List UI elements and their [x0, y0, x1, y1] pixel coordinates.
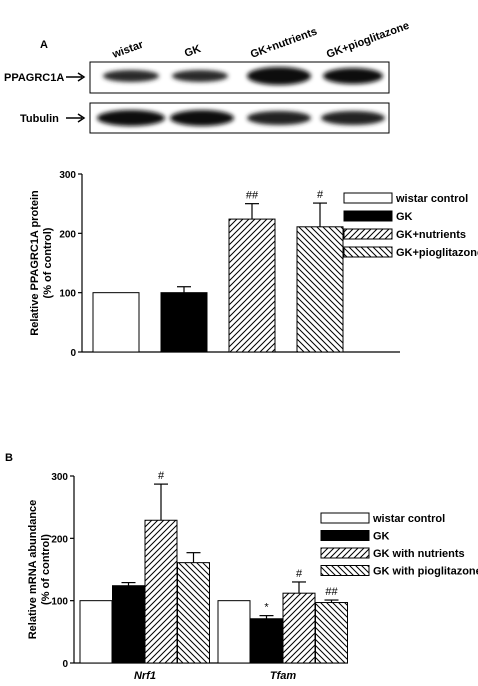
legend-label: GK: [396, 211, 413, 223]
x-category-label: Tfam: [270, 670, 297, 682]
bar-gk-pioglitazone: [296, 226, 344, 353]
significance-marker: ##: [246, 190, 259, 202]
legend-swatch: [320, 565, 370, 576]
band-tubulin-gk-pioglitazone: [321, 111, 385, 125]
legend-swatch: [343, 246, 393, 258]
y-axis-label: Relative mRNA abundance(% of control): [27, 500, 52, 640]
lane-label-gk-pioglitazone: GK+pioglitazone: [325, 20, 411, 61]
chart-protein: 0 100 200 300 Relative PPAGRC1A protein(% of…: [29, 170, 478, 359]
legend-swatch: [320, 530, 370, 541]
band-tubulin-gk-nutrients: [247, 111, 311, 125]
legend-swatch: [343, 228, 393, 240]
row-label-ppagrc1a: PPAGRC1A: [4, 72, 64, 84]
western-blot: wistar GK GK+nutrients GK+pioglitazone P…: [4, 20, 411, 134]
y-tick-label: 200: [51, 534, 68, 545]
lane-label-wistar: wistar: [110, 38, 146, 61]
legend-label: GK: [373, 531, 390, 543]
y-tick-label: 0: [70, 348, 76, 359]
legend-label: GK with nutrients: [373, 548, 465, 560]
bar-wistar-control-nrf1: [79, 600, 113, 664]
y-axis-label: Relative PPAGRC1A protein(% of control): [29, 190, 54, 336]
legend-label: wistar control: [372, 513, 445, 525]
band-tubulin-gk: [170, 110, 234, 126]
legend-swatch: [343, 192, 393, 204]
significance-marker: ##: [325, 586, 338, 598]
significance-marker: #: [317, 189, 324, 201]
bar-gk-with-nutrients-nrf1: [144, 519, 178, 664]
band-ppagrc1a-gk: [172, 70, 228, 82]
lane-label-gk-nutrients: GK+nutrients: [249, 26, 319, 61]
legend-label: GK+pioglitazone: [396, 247, 478, 259]
legend-label: GK+nutrients: [396, 229, 466, 241]
y-tick-label: 100: [59, 289, 76, 300]
lane-label-gk: GK: [183, 43, 203, 60]
bar-wistar-control: [92, 292, 140, 353]
row-label-tubulin: Tubulin: [20, 113, 59, 125]
legend-label: GK with pioglitazone: [373, 566, 478, 578]
y-tick-label: 200: [59, 229, 76, 240]
y-tick-label: 100: [51, 597, 68, 608]
bar-gk-with-nutrients-tfam: [282, 592, 316, 664]
x-category-label: Nrf1: [134, 670, 156, 682]
bar-gk-with-pioglitazone-tfam: [315, 602, 348, 664]
legend-swatch: [343, 210, 393, 222]
row-arrow-tubulin: [66, 113, 86, 123]
bar-gk: [160, 292, 208, 353]
bar-gk-nrf1: [112, 585, 145, 664]
band-ppagrc1a-gk-nutrients: [247, 67, 311, 85]
panel-a-letter: A: [40, 39, 48, 51]
significance-marker: #: [296, 568, 303, 580]
y-tick-label: 300: [59, 170, 76, 181]
y-tick-label: 300: [51, 472, 68, 483]
row-arrow-ppagrc1a: [66, 72, 86, 82]
panel-b-letter: B: [5, 452, 13, 464]
y-tick-label: 0: [62, 659, 68, 670]
bar-gk-nutrients: [228, 218, 276, 353]
bar-gk-tfam: [250, 618, 283, 664]
band-tubulin-wistar: [97, 110, 165, 126]
significance-marker: #: [158, 470, 165, 482]
bar-wistar-control-tfam: [217, 600, 251, 664]
legend-swatch: [320, 512, 370, 524]
band-ppagrc1a-gk-pioglitazone: [323, 68, 383, 84]
band-ppagrc1a-wistar: [103, 70, 159, 82]
significance-marker: *: [264, 602, 269, 614]
chart-mrna: 0 100 200 300 Relative mRNA abundance(% of c…: [27, 470, 478, 682]
bar-gk-with-pioglitazone-nrf1: [177, 562, 210, 664]
legend-label: wistar control: [395, 193, 468, 205]
legend-swatch: [320, 547, 370, 559]
